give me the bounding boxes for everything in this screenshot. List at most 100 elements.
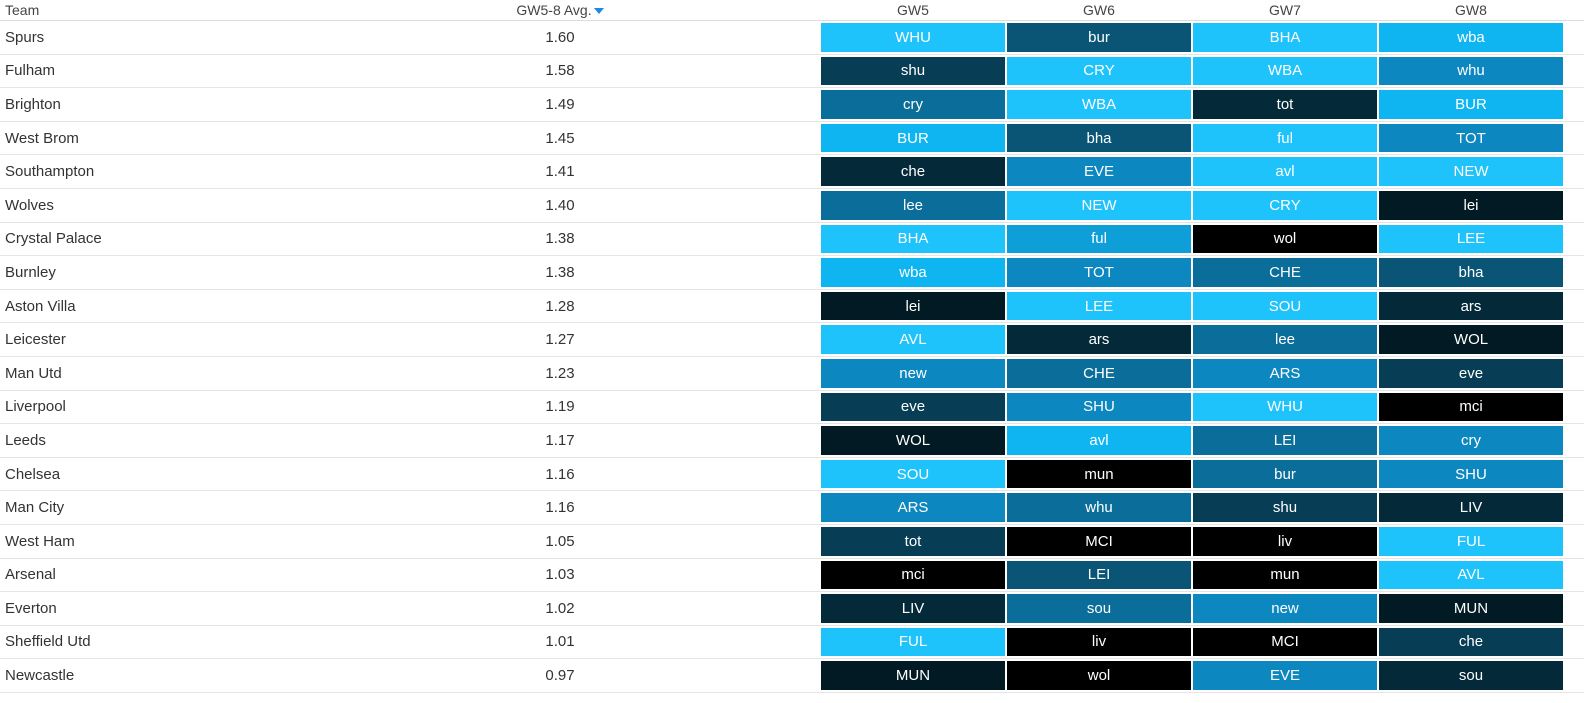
fixture-cell: cry [1379,426,1563,455]
table-row: Spurs 1.60 WHU bur BHA wba [0,21,1584,55]
fixture-cell: shu [821,56,1005,86]
fixture-cell: CRY [1193,190,1377,220]
fixture-cell: ARS [821,493,1005,522]
sort-descending-icon[interactable] [593,8,604,14]
fixture-cell: tot [1193,90,1377,119]
fixture-cell: wba [821,258,1005,287]
fixture-cell: BUR [1379,90,1563,119]
fixture-cell: AVL [1379,560,1563,590]
fixture-cell: eve [821,392,1005,422]
header-team[interactable]: Team [5,2,40,18]
fixture-cell: wba [1379,23,1563,52]
team-name: Crystal Palace [5,230,102,248]
fixture-cell: MCI [1007,526,1191,556]
fixture-cell: WBA [1193,56,1377,86]
table-row: Everton 1.02 LIV sou new MUN [0,592,1584,626]
team-name: Everton [5,599,57,617]
fixture-cell: new [821,358,1005,388]
fixture-cell: lee [821,190,1005,220]
fixture-cell: LEI [1007,560,1191,590]
avg-difficulty: 1.45 [545,129,575,147]
table-row: Aston Villa 1.28 lei LEE SOU ars [0,290,1584,324]
table-row: Arsenal 1.03 mci LEI mun AVL [0,559,1584,593]
table-row: Leicester 1.27 AVL ars lee WOL [0,323,1584,357]
fixture-cell: SOU [1193,291,1377,321]
fixture-cell: NEW [1007,190,1191,220]
fixture-cell: wol [1007,661,1191,690]
fixture-cell: lei [821,291,1005,321]
fixture-cell: FUL [821,627,1005,657]
table-row: Man Utd 1.23 new CHE ARS eve [0,357,1584,391]
fixture-cell: mun [1007,459,1191,489]
avg-difficulty: 1.05 [545,532,575,550]
team-name: Fulham [5,62,56,80]
fixture-cell: CHE [1193,258,1377,287]
team-name: Sheffield Utd [5,633,91,651]
team-name: Arsenal [5,566,56,584]
team-name: West Ham [5,532,75,550]
table-row: Wolves 1.40 lee NEW CRY lei [0,189,1584,223]
fixture-cell: wol [1193,224,1377,254]
fixture-cell: mci [1379,392,1563,422]
fixture-cell: mun [1193,560,1377,590]
fixture-cell: avl [1193,157,1377,186]
fixture-cell: mci [821,560,1005,590]
header-gw6[interactable]: GW6 [1083,2,1115,18]
avg-difficulty: 1.19 [545,398,575,416]
avg-difficulty: 1.23 [545,364,575,382]
fixture-cell: bha [1007,123,1191,153]
fixture-cell: ful [1193,123,1377,153]
team-name: Spurs [5,28,45,46]
fixture-cell: CHE [1007,358,1191,388]
fixture-cell: lei [1379,190,1563,220]
avg-difficulty: 1.38 [545,263,575,281]
table-row: Fulham 1.58 shu CRY WBA whu [0,55,1584,89]
table-row: Burnley 1.38 wba TOT CHE bha [0,256,1584,290]
fixture-cell: WBA [1007,90,1191,119]
fixture-cell: LEE [1379,224,1563,254]
avg-difficulty: 1.16 [545,499,575,517]
table-row: West Ham 1.05 tot MCI liv FUL [0,525,1584,559]
fixture-cell: bur [1193,459,1377,489]
fixture-cell: sou [1379,661,1563,690]
header-gw5[interactable]: GW5 [897,2,929,18]
team-name: Burnley [5,263,56,281]
table-row: Man City 1.16 ARS whu shu LIV [0,491,1584,525]
avg-difficulty: 1.41 [545,163,575,181]
fixture-cell: WHU [1193,392,1377,422]
fixture-cell: CRY [1007,56,1191,86]
avg-difficulty: 1.60 [545,28,575,46]
header-gw7[interactable]: GW7 [1269,2,1301,18]
fixture-cell: liv [1007,627,1191,657]
fixture-cell: SHU [1379,459,1563,489]
avg-difficulty: 1.01 [545,633,575,651]
fixture-cell: WOL [821,426,1005,455]
table-row: Brighton 1.49 cry WBA tot BUR [0,88,1584,122]
fixture-cell: cry [821,90,1005,119]
table-row: West Brom 1.45 BUR bha ful TOT [0,122,1584,156]
team-name: Liverpool [5,398,66,416]
header-gw8[interactable]: GW8 [1455,2,1487,18]
fixture-cell: MUN [1379,594,1563,623]
avg-difficulty: 1.17 [545,431,575,449]
fixture-cell: shu [1193,493,1377,522]
fixture-cell: che [821,157,1005,186]
table-row: Crystal Palace 1.38 BHA ful wol LEE [0,223,1584,257]
fixture-cell: whu [1007,493,1191,522]
table-row: Newcastle 0.97 MUN wol EVE sou [0,659,1584,693]
fixture-cell: SOU [821,459,1005,489]
fixture-cell: FUL [1379,526,1563,556]
fixture-cell: TOT [1379,123,1563,153]
avg-difficulty: 1.38 [545,230,575,248]
fixture-cell: ARS [1193,358,1377,388]
table-row: Liverpool 1.19 eve SHU WHU mci [0,391,1584,425]
fixture-cell: ars [1379,291,1563,321]
fixture-cell: BHA [1193,23,1377,52]
fixture-cell: AVL [821,325,1005,354]
fixture-cell: sou [1007,594,1191,623]
header-avg-sort[interactable]: GW5-8 Avg. [300,0,820,20]
fixture-cell: whu [1379,56,1563,86]
fixture-cell: avl [1007,426,1191,455]
avg-difficulty: 1.03 [545,566,575,584]
